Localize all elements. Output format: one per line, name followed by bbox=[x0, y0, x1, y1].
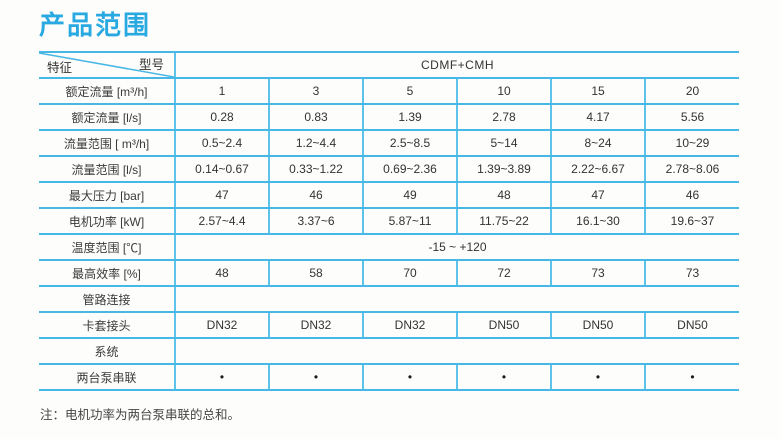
value-cell: 0.83 bbox=[268, 103, 363, 131]
page-title: 产品范围 bbox=[39, 10, 152, 40]
value-cell: 3.37~6 bbox=[268, 207, 363, 235]
value-cell: 20 bbox=[644, 77, 739, 105]
value-cell: 2.5~8.5 bbox=[362, 129, 457, 157]
value-cell: 0.5~2.4 bbox=[174, 129, 269, 157]
value-cell: 46 bbox=[644, 181, 739, 209]
value-cell: 58 bbox=[268, 259, 363, 287]
row-label: 两台泵串联 bbox=[39, 363, 175, 391]
row-label: 最高效率 [%] bbox=[39, 259, 175, 287]
table-row: 最大压力 [bar] 47 46 49 48 47 46 bbox=[39, 181, 739, 209]
value-cell: 0.33~1.22 bbox=[268, 155, 363, 183]
value-cell: DN50 bbox=[550, 311, 645, 339]
value-cell: 0.69~2.36 bbox=[362, 155, 457, 183]
table-row: 流量范围 [l/s] 0.14~0.67 0.33~1.22 0.69~2.36 1.3… bbox=[39, 155, 739, 183]
table-row: 卡套接头 DN32 DN32 DN32 DN50 DN50 DN50 bbox=[39, 311, 739, 339]
row-merged-value bbox=[174, 285, 739, 313]
value-cell: 10 bbox=[456, 77, 551, 105]
spec-table-body: 型号 特征 CDMF+CMH 额定流量 [m³/h] 1 3 5 10 15 20 额定流量 … bbox=[39, 51, 739, 391]
value-cell: 1.39 bbox=[362, 103, 457, 131]
value-cell: 48 bbox=[456, 181, 551, 209]
value-cell: 5 bbox=[362, 77, 457, 105]
corner-model-label: 型号 bbox=[138, 58, 164, 72]
value-cell: 46 bbox=[268, 181, 363, 209]
corner-cell: 型号 特征 bbox=[39, 51, 175, 79]
bullet-cell: • bbox=[644, 363, 739, 391]
table-row: 温度范围 [℃] -15 ~ +120 bbox=[39, 233, 739, 261]
value-cell: 5.56 bbox=[644, 103, 739, 131]
value-cell: 10~29 bbox=[644, 129, 739, 157]
value-cell: DN32 bbox=[362, 311, 457, 339]
bullet-cell: • bbox=[456, 363, 551, 391]
row-label: 管路连接 bbox=[39, 285, 175, 313]
value-cell: 8~24 bbox=[550, 129, 645, 157]
value-cell: 70 bbox=[362, 259, 457, 287]
value-cell: 11.75~22 bbox=[456, 207, 551, 235]
table-row: 额定流量 [m³/h] 1 3 5 10 15 20 bbox=[39, 77, 739, 105]
row-merged-value: -15 ~ +120 bbox=[174, 233, 739, 261]
value-cell: 2.78 bbox=[456, 103, 551, 131]
value-cell: 73 bbox=[644, 259, 739, 287]
table-row: 管路连接 bbox=[39, 285, 739, 313]
model-header-row: 型号 特征 CDMF+CMH bbox=[39, 51, 739, 79]
bullet-cell: • bbox=[362, 363, 457, 391]
bullet-cell: • bbox=[268, 363, 363, 391]
value-cell: 15 bbox=[550, 77, 645, 105]
model-header-cell: CDMF+CMH bbox=[174, 51, 739, 79]
row-merged-value bbox=[174, 337, 739, 365]
value-cell: DN32 bbox=[268, 311, 363, 339]
row-label: 系统 bbox=[39, 337, 175, 365]
value-cell: 2.22~6.67 bbox=[550, 155, 645, 183]
value-cell: 72 bbox=[456, 259, 551, 287]
product-range-table: 型号 特征 CDMF+CMH 额定流量 [m³/h] 1 3 5 10 15 20 额定流量 … bbox=[39, 51, 739, 391]
value-cell: 1.39~3.89 bbox=[456, 155, 551, 183]
row-label: 流量范围 [l/s] bbox=[39, 155, 175, 183]
table-row: 最高效率 [%] 48 58 70 72 73 73 bbox=[39, 259, 739, 287]
corner-feature-label: 特征 bbox=[47, 61, 73, 75]
table-row: 系统 bbox=[39, 337, 739, 365]
value-cell: DN32 bbox=[174, 311, 269, 339]
value-cell: 47 bbox=[174, 181, 269, 209]
page-note: 注：电机功率为两台泵串联的总和。 bbox=[40, 408, 241, 422]
value-cell: 0.14~0.67 bbox=[174, 155, 269, 183]
value-cell: 5.87~11 bbox=[362, 207, 457, 235]
row-label: 额定流量 [m³/h] bbox=[39, 77, 175, 105]
value-cell: 19.6~37 bbox=[644, 207, 739, 235]
value-cell: 47 bbox=[550, 181, 645, 209]
value-cell: 1 bbox=[174, 77, 269, 105]
row-label: 最大压力 [bar] bbox=[39, 181, 175, 209]
value-cell: 1.2~4.4 bbox=[268, 129, 363, 157]
row-label: 额定流量 [l/s] bbox=[39, 103, 175, 131]
row-label: 温度范围 [℃] bbox=[39, 233, 175, 261]
value-cell: DN50 bbox=[456, 311, 551, 339]
value-cell: 4.17 bbox=[550, 103, 645, 131]
table-row: 两台泵串联 • • • • • • bbox=[39, 363, 739, 391]
value-cell: 48 bbox=[174, 259, 269, 287]
table-row: 额定流量 [l/s] 0.28 0.83 1.39 2.78 4.17 5.56 bbox=[39, 103, 739, 131]
value-cell: 73 bbox=[550, 259, 645, 287]
bullet-cell: • bbox=[550, 363, 645, 391]
table-row: 流量范围 [ m³/h] 0.5~2.4 1.2~4.4 2.5~8.5 5~14 8~2… bbox=[39, 129, 739, 157]
value-cell: 2.57~4.4 bbox=[174, 207, 269, 235]
value-cell: 2.78~8.06 bbox=[644, 155, 739, 183]
value-cell: 3 bbox=[268, 77, 363, 105]
value-cell: 5~14 bbox=[456, 129, 551, 157]
row-label: 卡套接头 bbox=[39, 311, 175, 339]
value-cell: 16.1~30 bbox=[550, 207, 645, 235]
page: 产品范围 型号 特征 CDMF+CMH 额定流量 [m³/h] 1 3 5 10 15 20… bbox=[39, 10, 739, 422]
bullet-cell: • bbox=[174, 363, 269, 391]
value-cell: DN50 bbox=[644, 311, 739, 339]
value-cell: 0.28 bbox=[174, 103, 269, 131]
diagonal-divider bbox=[39, 53, 174, 77]
row-label: 流量范围 [ m³/h] bbox=[39, 129, 175, 157]
table-row: 电机功率 [kW] 2.57~4.4 3.37~6 5.87~11 11.75~22 16… bbox=[39, 207, 739, 235]
row-label: 电机功率 [kW] bbox=[39, 207, 175, 235]
value-cell: 49 bbox=[362, 181, 457, 209]
